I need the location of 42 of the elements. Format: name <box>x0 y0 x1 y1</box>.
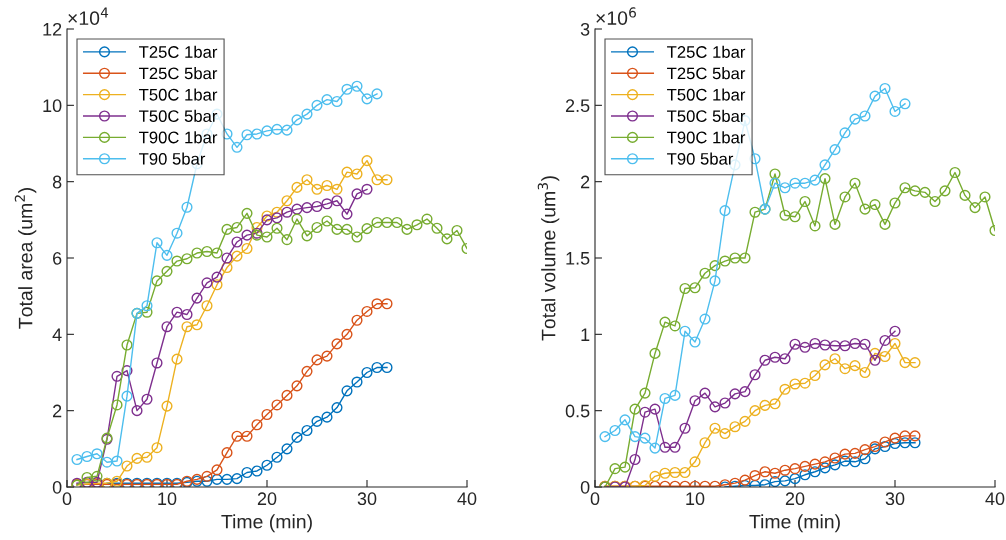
legend-label: T25C 1bar <box>139 45 218 58</box>
y-tick-label: 1 <box>581 328 590 341</box>
y-tick-label: 6 <box>53 251 62 265</box>
x-tick-label: 40 <box>985 492 1005 506</box>
legend-label: T25C 1bar <box>667 45 746 58</box>
legend-label: T90C 1bar <box>139 131 218 144</box>
y-tick-label: 8 <box>52 175 62 189</box>
y-axis-title: Total area (um$^{2}$) <box>14 188 37 329</box>
x-tick-label: 0 <box>590 492 600 506</box>
y-tick-label: 0.5 <box>565 404 590 418</box>
y-tick-label: 2 <box>53 404 62 418</box>
x-axis-title: Time (min) <box>221 514 312 533</box>
y-tick-label: 0 <box>52 480 62 494</box>
x-tick-label: 10 <box>686 492 705 506</box>
y-axis-title: Total volume (um$^{3}$) <box>537 176 560 341</box>
legend-label: T50C 1bar <box>139 88 218 101</box>
x-tick-label: 20 <box>257 492 277 506</box>
legend-label: T50C 5bar <box>139 109 218 123</box>
x-tick-label: 20 <box>785 492 805 506</box>
legend-label: T90 5bar <box>667 152 734 165</box>
x-axis-title: Time (min) <box>749 514 840 533</box>
y-tick-label: 12 <box>43 22 62 36</box>
x-tick-label: 0 <box>62 492 72 506</box>
y-tick-label: 0 <box>580 480 590 494</box>
text: ×10$^{6}$ <box>596 7 636 26</box>
y-tick-label: 3 <box>580 22 590 36</box>
legend-label: T50C 1bar <box>667 88 746 101</box>
x-tick-label: 30 <box>357 492 377 506</box>
legend-label: T25C 5bar <box>139 67 218 80</box>
x-tick-label: 40 <box>457 492 477 506</box>
text: ×10$^{4}$ <box>68 7 109 26</box>
x-tick-label: 10 <box>158 492 177 506</box>
legend-label: T50C 5bar <box>667 109 746 123</box>
y-tick-label: 4 <box>52 328 62 341</box>
legend-label: T90 5bar <box>139 152 206 165</box>
legend-label: T90C 1bar <box>667 131 746 144</box>
y-tick-label: 2 <box>581 175 590 189</box>
legend-label: T25C 5bar <box>667 67 746 80</box>
y-tick-label: 2.5 <box>565 99 590 113</box>
y-tick-label: 10 <box>43 99 62 113</box>
y-tick-label: 1.5 <box>566 252 590 265</box>
x-tick-label: 30 <box>885 492 905 506</box>
